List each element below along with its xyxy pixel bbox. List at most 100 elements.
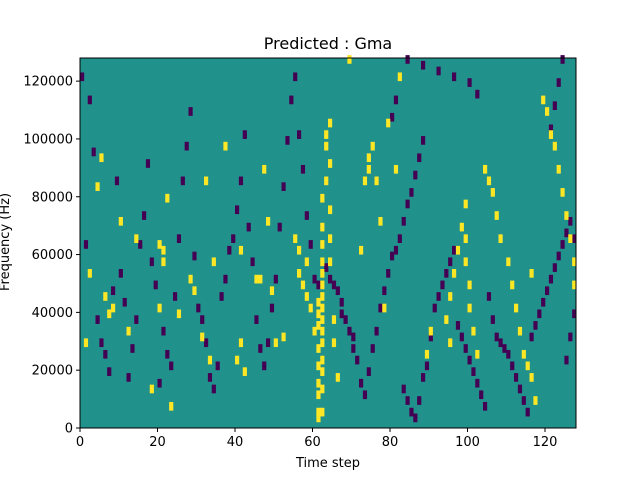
heatmap-cell-low: [304, 211, 309, 220]
heatmap-cell-low: [308, 240, 313, 249]
heatmap-cell-low: [277, 222, 282, 232]
heatmap-cell-high: [320, 315, 325, 324]
heatmap-cell-high: [118, 216, 123, 226]
heatmap-cell-low: [517, 384, 523, 394]
heatmap-cell-low: [421, 373, 426, 382]
heatmap-cell-high: [320, 193, 325, 203]
heatmap-cell-low: [417, 396, 422, 405]
heatmap-cell-high: [293, 234, 298, 243]
heatmap-cell-high: [467, 303, 472, 313]
heatmap-cell-low: [242, 130, 247, 139]
heatmap-cell-low: [409, 407, 414, 417]
heatmap-cell-high: [316, 309, 321, 319]
heatmap-cell-high: [300, 280, 306, 290]
y-tick-label: 0: [65, 422, 73, 437]
heatmap-cell-high: [366, 153, 371, 163]
heatmap-cell-high: [157, 303, 162, 313]
heatmap-cell-low: [122, 297, 127, 307]
heatmap-cell-high: [320, 367, 325, 376]
heatmap-cell-low: [223, 274, 228, 284]
heatmap-cell-high: [165, 193, 170, 203]
heatmap-cell-high: [235, 355, 240, 365]
heatmap-cell-low: [378, 303, 383, 313]
heatmap-cell-low: [343, 315, 348, 324]
heatmap-cell-low: [537, 309, 542, 319]
heatmap-cell-low: [564, 355, 569, 365]
heatmap-cell-high: [374, 176, 379, 186]
heatmap-cell-low: [231, 234, 236, 243]
heatmap-cell-low: [142, 211, 147, 220]
heatmap-cell-high: [316, 390, 321, 400]
heatmap-cell-low: [432, 303, 437, 313]
heatmap-cell-low: [467, 355, 472, 365]
heatmap-cell-high: [200, 332, 205, 342]
heatmap-cell-high: [521, 349, 526, 359]
heatmap-cell-low: [200, 315, 205, 324]
heatmap-cell-high: [568, 234, 573, 243]
heatmap-cell-high: [517, 326, 523, 336]
heatmap-cell-high: [452, 269, 457, 278]
heatmap-cell-low: [560, 240, 565, 249]
heatmap-cell-high: [320, 303, 325, 313]
heatmap-cell-high: [328, 159, 333, 168]
heatmap-cell-low: [297, 130, 302, 139]
heatmap-cell-high: [161, 257, 166, 267]
heatmap-cell-high: [320, 257, 325, 267]
heatmap-cell-high: [529, 373, 534, 382]
heatmap-cell-low: [428, 332, 433, 342]
heatmap-cell-low: [258, 344, 263, 353]
y-tick-label: 20000: [32, 364, 73, 379]
heatmap-cell-high: [95, 182, 100, 191]
heatmap-cell-low: [459, 332, 464, 342]
heatmap-cell-low: [188, 107, 193, 116]
heatmap-cell-low: [173, 292, 178, 301]
heatmap-cell-high: [320, 355, 325, 365]
heatmap-cell-high: [467, 280, 472, 290]
heatmap-cell-low: [405, 396, 410, 405]
heatmap-cell-low: [529, 332, 534, 342]
heatmap-cell-low: [355, 355, 360, 365]
heatmap-cell-low: [328, 274, 333, 284]
heatmap-cell-high: [463, 199, 468, 209]
heatmap-cell-low: [498, 338, 503, 348]
heatmap-cell-high: [304, 292, 309, 301]
heatmap-cell-low: [281, 182, 286, 191]
heatmap-cell-high: [324, 141, 329, 151]
heatmap-cell-low: [541, 297, 546, 307]
heatmap-cell-high: [533, 396, 538, 405]
heatmap-cell-high: [134, 234, 139, 243]
heatmap-cell-high: [572, 257, 577, 267]
heatmap-cell-low: [165, 349, 170, 359]
heatmap-cell-high: [176, 309, 182, 319]
heatmap-cell-high: [308, 303, 313, 313]
heatmap-cell-low: [421, 60, 426, 70]
heatmap-cell-high: [486, 176, 492, 186]
heatmap-cell-low: [452, 245, 457, 255]
heatmap-cell-low: [273, 274, 278, 284]
heatmap-cell-high: [386, 118, 391, 128]
heatmap-cell-high: [266, 216, 271, 226]
heatmap-cell-low: [300, 164, 306, 174]
heatmap-cell-high: [188, 274, 193, 284]
heatmap-cell-low: [351, 344, 356, 353]
heatmap-cell-high: [382, 303, 387, 313]
heatmap-cell-low: [545, 286, 550, 296]
heatmap-cell-low: [184, 141, 189, 151]
heatmap-cell-low: [262, 361, 267, 371]
heatmap-cell-high: [320, 338, 325, 348]
heatmap-cell-low: [471, 367, 476, 376]
heatmap-cell-high: [424, 349, 430, 359]
heatmap-cell-low: [417, 153, 422, 163]
heatmap-cell-low: [548, 274, 554, 284]
heatmap-cell-high: [126, 326, 131, 336]
heatmap-cell-low: [436, 292, 441, 301]
heatmap-cell-high: [316, 344, 321, 353]
x-tick-label: 100: [455, 435, 480, 450]
heatmap-cell-high: [320, 240, 325, 249]
heatmap-cell-low: [390, 112, 395, 122]
heatmap-cell-low: [370, 344, 375, 353]
heatmap-cell-low: [556, 251, 561, 261]
heatmap-cell-low: [192, 251, 197, 261]
heatmap-cell-high: [393, 164, 399, 174]
heatmap-cell-low: [413, 413, 418, 423]
